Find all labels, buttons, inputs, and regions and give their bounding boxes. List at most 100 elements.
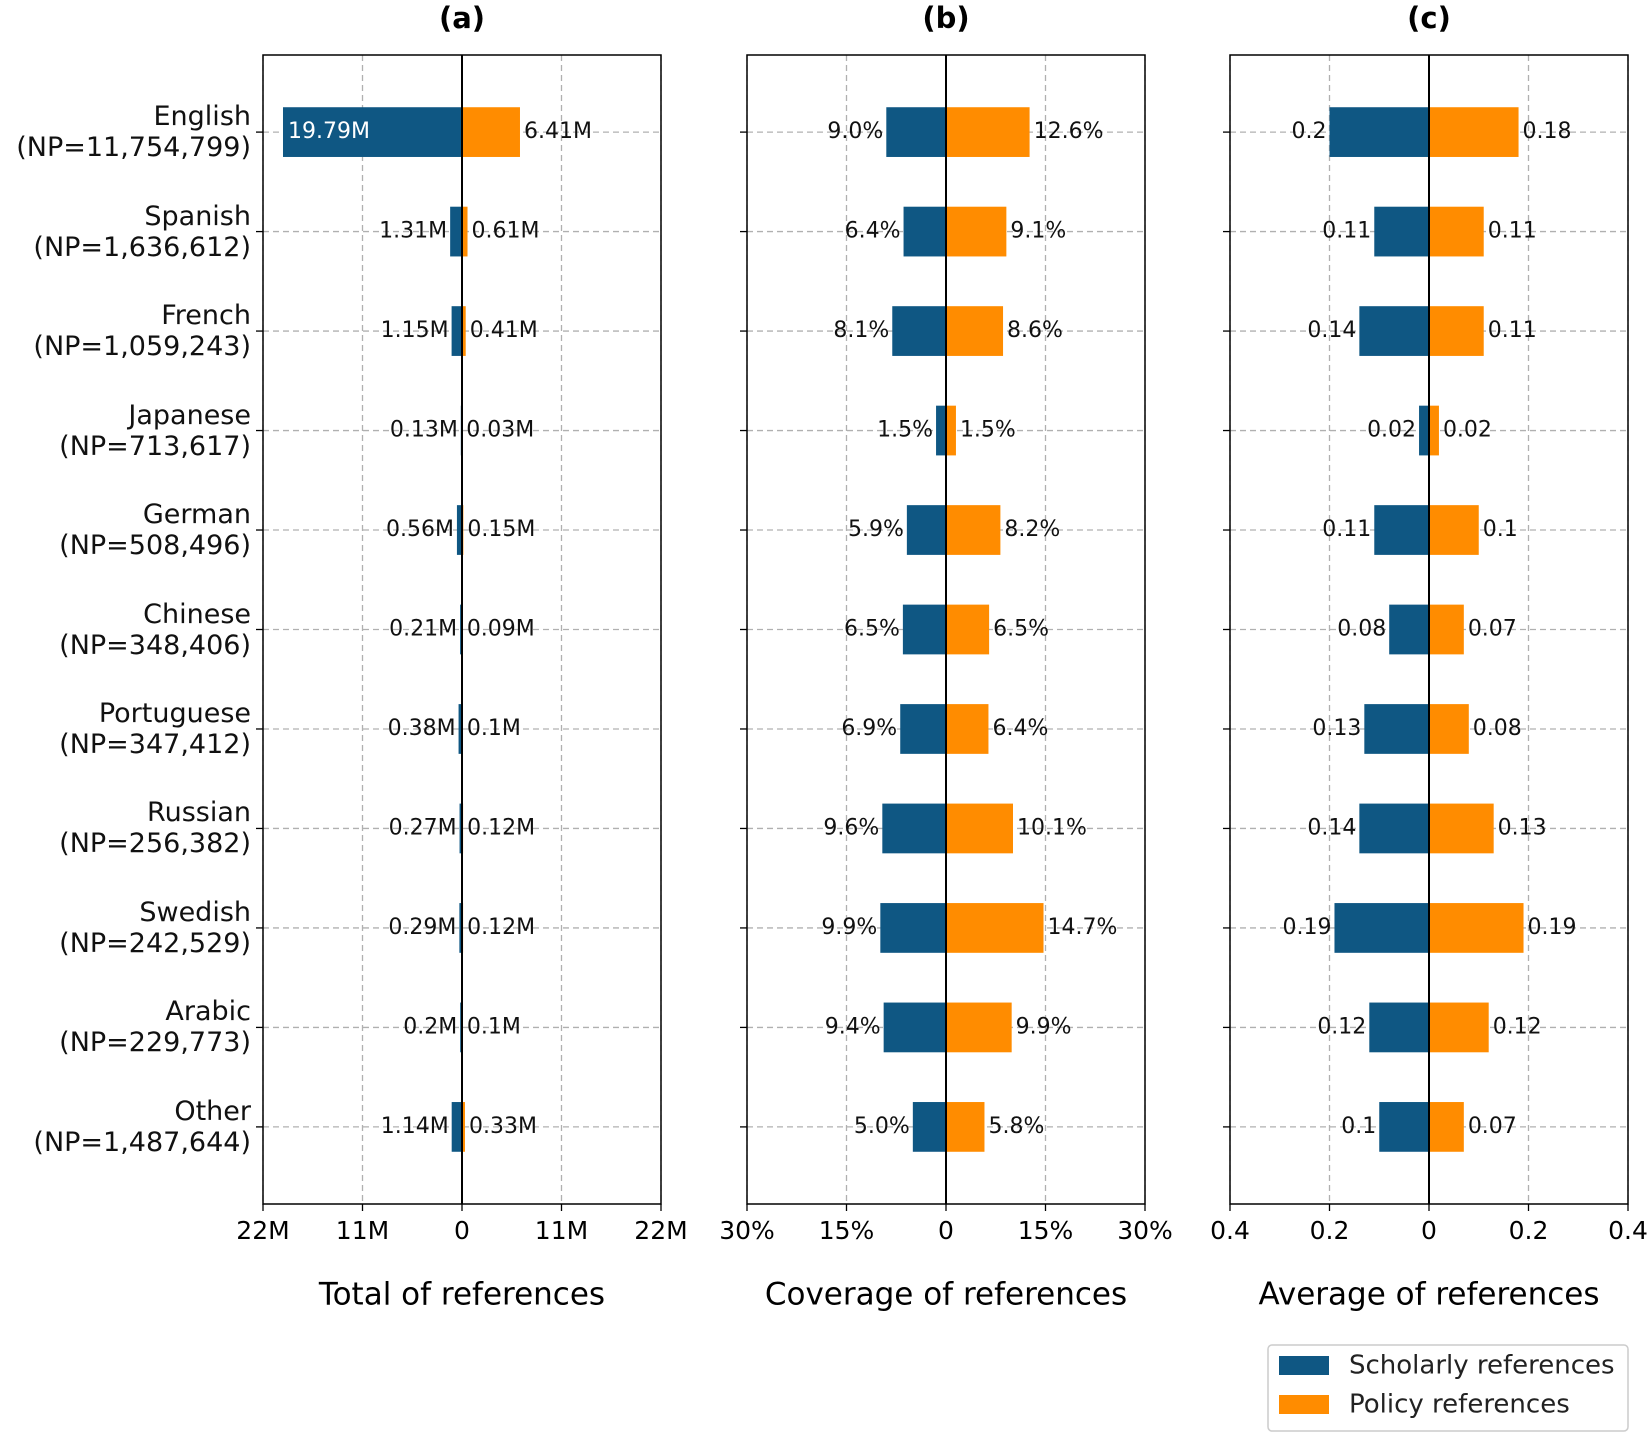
value-label: 0.07 <box>1468 617 1517 642</box>
axes-frame <box>1229 54 1629 1205</box>
category-label: Russian (NP=256,382) <box>59 797 251 860</box>
value-label: 0.29M <box>388 915 456 940</box>
bar <box>282 107 462 157</box>
value-label: 0.19 <box>1528 915 1577 940</box>
value-label: 6.4% <box>992 716 1048 741</box>
category-label: Swedish (NP=242,529) <box>59 896 251 959</box>
value-label: 8.1% <box>833 318 889 343</box>
category-label: French (NP=1,059,243) <box>33 300 251 363</box>
value-label: 5.0% <box>854 1114 910 1139</box>
category-label: Arabic (NP=229,773) <box>59 996 251 1059</box>
value-label: 0.14 <box>1307 318 1356 343</box>
bar <box>1359 306 1429 356</box>
value-label: 8.6% <box>1007 318 1063 343</box>
bar <box>880 903 946 953</box>
x-tick-label: 22M <box>634 1216 687 1245</box>
value-label: 9.4% <box>825 1014 881 1039</box>
value-label: 1.15M <box>381 318 449 343</box>
bar <box>1429 1102 1464 1152</box>
x-axis-label: Average of references <box>1258 1277 1599 1313</box>
bar <box>936 405 946 456</box>
category-label: Japanese (NP=713,617) <box>59 399 251 462</box>
bar <box>451 1102 462 1152</box>
x-tick-label: 15% <box>819 1216 875 1245</box>
bar <box>456 505 462 555</box>
value-label: 0.38M <box>388 716 456 741</box>
bar <box>1374 206 1429 257</box>
value-label: 0.2M <box>403 1014 457 1039</box>
value-label: 0.07 <box>1468 1114 1517 1139</box>
value-label: 6.4% <box>845 219 901 244</box>
panel-title: (c) <box>1407 1 1451 35</box>
bar <box>883 1002 946 1053</box>
value-label: 0.11 <box>1322 219 1371 244</box>
category-label: Spanish (NP=1,636,612) <box>33 200 251 263</box>
value-label: 0.1 <box>1483 517 1518 542</box>
value-label: 0.33M <box>469 1114 537 1139</box>
value-label: 0.1M <box>467 1014 521 1039</box>
value-label: 0.14 <box>1307 815 1356 840</box>
value-label: 0.11 <box>1488 219 1537 244</box>
value-label: 0.11 <box>1322 517 1371 542</box>
value-label: 5.8% <box>988 1114 1044 1139</box>
value-label: 0.56M <box>386 517 454 542</box>
bar <box>459 903 462 953</box>
value-label: 0.03M <box>466 418 534 443</box>
bar <box>946 1102 985 1152</box>
value-label: 0.1M <box>467 716 521 741</box>
value-label: 10.1% <box>1017 815 1087 840</box>
value-label: 0.12M <box>467 815 535 840</box>
bar <box>1429 505 1479 555</box>
bar <box>462 107 520 157</box>
value-label: 1.5% <box>877 418 933 443</box>
bar <box>1429 107 1519 157</box>
axes-frame <box>746 54 1146 1205</box>
value-label: 6.5% <box>993 617 1049 642</box>
bar <box>1429 604 1464 655</box>
legend: Scholarly references Policy references <box>1267 1344 1629 1432</box>
bar <box>1429 704 1469 754</box>
x-tick-label: 30% <box>719 1216 775 1245</box>
value-label: 0.27M <box>389 815 457 840</box>
legend-box <box>1267 1344 1629 1432</box>
bar <box>946 803 1013 854</box>
value-label: 0.12M <box>467 915 535 940</box>
value-label: 0.19 <box>1282 915 1331 940</box>
bar <box>946 505 1001 555</box>
value-label: 9.9% <box>1016 1014 1072 1039</box>
bar <box>903 206 946 257</box>
bar <box>886 107 946 157</box>
value-label: 9.9% <box>821 915 877 940</box>
bar <box>946 306 1004 356</box>
x-tick-label: 30% <box>1117 1216 1173 1245</box>
x-tick-label: 0 <box>1421 1216 1437 1245</box>
value-label: 0.13 <box>1498 815 1547 840</box>
category-label: Chinese (NP=348,406) <box>59 598 251 661</box>
value-label: 0.41M <box>470 318 538 343</box>
bar <box>1419 405 1429 456</box>
value-label: 0.09M <box>467 617 535 642</box>
bar <box>946 704 989 754</box>
x-axis-label: Total of references <box>318 1277 605 1313</box>
value-label: 0.12 <box>1317 1014 1366 1039</box>
value-label: 0.12 <box>1493 1014 1542 1039</box>
x-tick-label: 15% <box>1018 1216 1074 1245</box>
panel-title: (a) <box>439 1 485 35</box>
bar <box>1359 803 1429 854</box>
bar <box>1429 405 1439 456</box>
category-label: German (NP=508,496) <box>59 499 251 562</box>
value-label: 9.6% <box>823 815 879 840</box>
bar <box>906 505 946 555</box>
legend-swatch <box>1279 1356 1329 1375</box>
bar <box>458 704 462 754</box>
value-label: 0.02 <box>1367 418 1416 443</box>
value-label: 0.13M <box>390 418 458 443</box>
x-axis-label: Coverage of references <box>765 1277 1127 1313</box>
bar <box>1429 903 1524 953</box>
bar <box>946 903 1044 953</box>
bar <box>882 803 946 854</box>
bar <box>1329 107 1429 157</box>
value-label: 9.1% <box>1010 219 1066 244</box>
